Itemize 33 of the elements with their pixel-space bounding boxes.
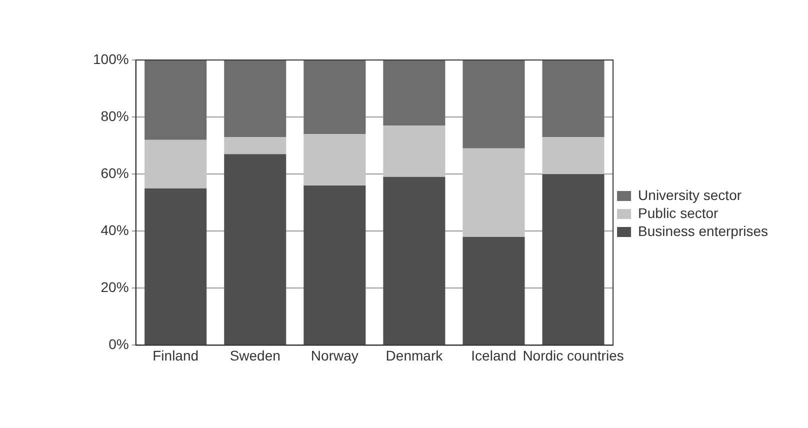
bar [304, 185, 366, 345]
legend-label: Public sector [638, 204, 719, 221]
y-tick-label: 0% [108, 336, 129, 352]
y-tick-label: 20% [100, 279, 129, 296]
bar [304, 60, 366, 134]
bar [224, 137, 286, 154]
bar [462, 60, 525, 148]
bar [144, 188, 207, 345]
y-tick-label: 60% [100, 164, 129, 181]
x-tick-label: Iceland [471, 347, 516, 364]
y-tick-label: 100% [92, 50, 129, 67]
bar [383, 60, 446, 126]
bar [144, 140, 207, 188]
x-tick-label: Sweden [230, 347, 280, 364]
bar [542, 174, 604, 345]
bar [383, 176, 446, 345]
bar [224, 154, 286, 345]
bar [383, 126, 446, 177]
bar [224, 60, 286, 138]
x-tick-label: Denmark [386, 347, 444, 364]
legend-label: Business enterprises [638, 222, 768, 239]
x-tick-label: Finland [152, 347, 199, 364]
bar [542, 60, 604, 138]
bar [462, 236, 525, 345]
legend-label: University sector [638, 186, 742, 203]
x-tick-label: Nordic countries [522, 347, 624, 364]
x-tick-label: Norway [310, 347, 358, 364]
bar [144, 60, 207, 140]
bar [542, 137, 604, 174]
bar [462, 148, 525, 237]
y-tick-label: 80% [100, 108, 129, 124]
bar [304, 134, 366, 186]
y-tick-label: 40% [100, 222, 129, 238]
